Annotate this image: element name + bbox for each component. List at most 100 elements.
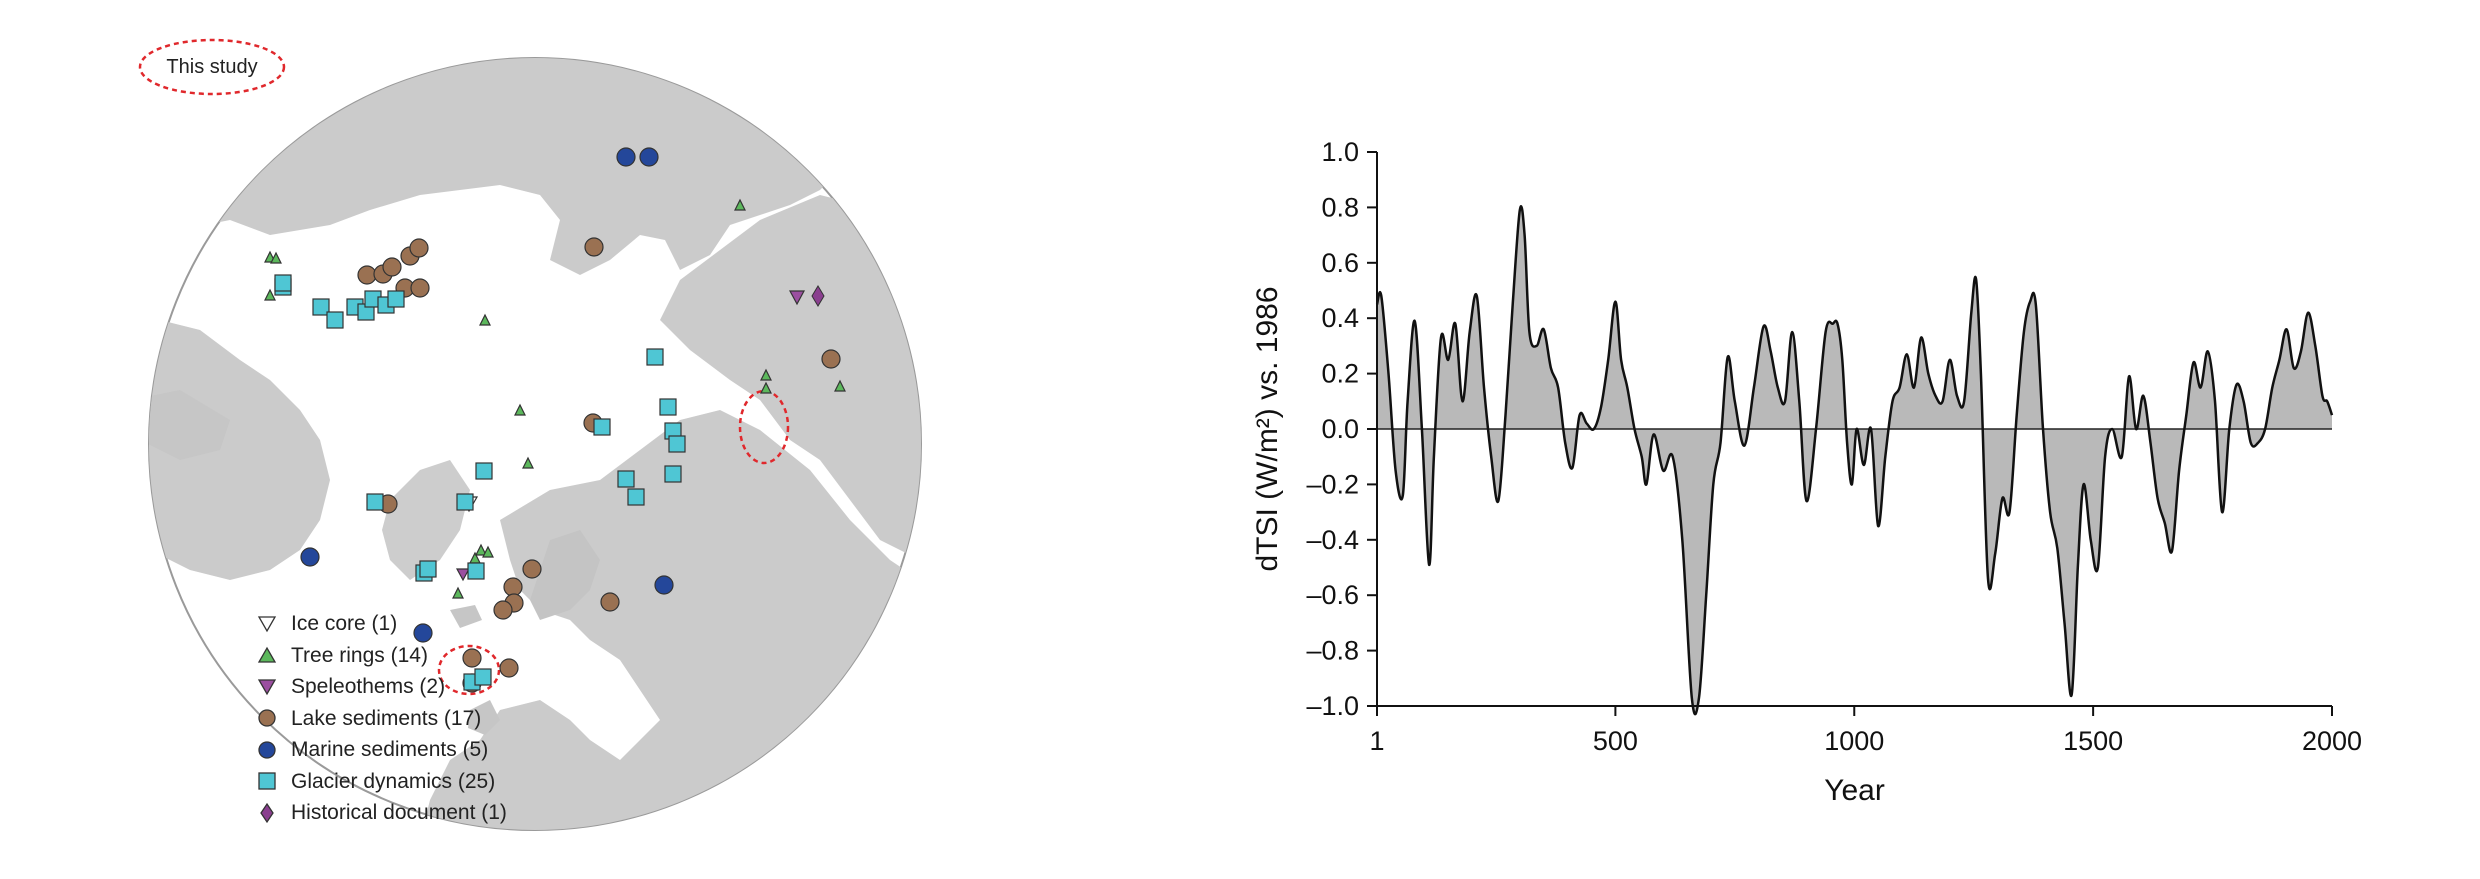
x-axis-label: Year (1824, 774, 1885, 807)
y-tick-label: 1.0 (1321, 137, 1359, 167)
tree-rings-icon (255, 644, 279, 666)
speleothems-icon (255, 676, 279, 698)
legend-item-historical-document: Historical document (1) (255, 797, 507, 829)
marker-historical-document (811, 285, 825, 307)
land-masses (149, 58, 921, 830)
dtsi-series-line (1375, 205, 2334, 716)
map-legend: Ice core (1) Tree rings (14) Speleothems (… (255, 608, 507, 829)
ice-core-icon (255, 613, 279, 635)
marine-sediments-icon (255, 739, 279, 761)
dtsi-area-fill (1377, 206, 2332, 715)
marker-glacier-dynamics (312, 298, 330, 316)
marker-glacier-dynamics (617, 470, 635, 488)
marker-tree-ring (760, 381, 772, 394)
marker-tree-ring (514, 403, 526, 416)
marker-tree-ring (734, 198, 746, 211)
marker-glacier-dynamics (627, 488, 645, 506)
land-iceland (450, 605, 482, 628)
marker-lake-sediment (499, 658, 519, 678)
marker-glacier-dynamics (646, 348, 664, 366)
land-scandinavia (530, 530, 600, 620)
marker-tree-ring (479, 313, 491, 326)
glacier-dynamics-icon (255, 770, 279, 792)
marker-glacier-dynamics (474, 668, 492, 686)
lake-sediments-icon (255, 707, 279, 729)
marker-glacier-dynamics (387, 290, 405, 308)
land-british-isles (468, 700, 500, 735)
tsi-chart: 1.00.80.60.40.20.0–0.2–0.4–0.6–0.8–1.01 5… (1251, 137, 2362, 807)
legend-item-tree-rings: Tree rings (14) (255, 640, 507, 672)
land-greenland (382, 460, 470, 580)
land-north-america (149, 320, 330, 580)
marker-tree-ring (522, 456, 534, 469)
x-tick-label: 500 (1593, 726, 1638, 756)
marker-marine-sediment (654, 575, 674, 595)
legend-item-speleothems: Speleothems (2) (255, 671, 507, 703)
land-alaska (149, 390, 230, 460)
marker-tree-ring (475, 543, 487, 556)
y-tick-label: –0.8 (1306, 636, 1359, 666)
marker-glacier-dynamics (475, 462, 493, 480)
marker-lake-sediment (493, 600, 513, 620)
marker-glacier-dynamics (456, 493, 474, 511)
marker-lake-sediment (410, 278, 430, 298)
marker-lake-sediment (600, 592, 620, 612)
marker-glacier-dynamics (668, 435, 686, 453)
marker-tree-ring (452, 586, 464, 599)
highlight-alps (437, 644, 501, 696)
historical-document-icon (255, 802, 279, 824)
y-tick-label: –0.6 (1306, 580, 1359, 610)
y-tick-label: –0.4 (1306, 525, 1359, 555)
legend-label: Marine sediments (5) (291, 738, 489, 761)
marker-lake-sediment (462, 648, 482, 668)
marker-glacier-dynamics (326, 311, 344, 329)
legend-item-marine-sediments: Marine sediments (5) (255, 734, 507, 766)
legend-label: Lake sediments (17) (291, 706, 482, 730)
marker-glacier-dynamics (467, 562, 485, 580)
tsi-chart-panel: 1.0 0.8 0.6 0.4 0.2 0.0 –0.2 –0.4 –0.6 –0.8 –1.0 1 5… (1230, 100, 2390, 820)
marker-glacier-dynamics (593, 418, 611, 436)
axes: 1.00.80.60.40.20.0–0.2–0.4–0.6–0.8–1.01 5… (1306, 137, 2362, 756)
y-tick-label: 0.4 (1321, 303, 1359, 333)
marker-lake-sediment (382, 257, 402, 277)
highlight-siberia (738, 389, 790, 465)
legend-label: Historical document (1) (291, 801, 507, 824)
marker-tree-ring (264, 288, 276, 301)
legend-item-ice-core: Ice core (1) (255, 608, 507, 640)
proxy-site-map: This study Ice core (1) Tree rings (14) Sp… (120, 20, 960, 840)
y-tick-label: 0.6 (1321, 248, 1359, 278)
x-tick-label: 1000 (1824, 726, 1884, 756)
site-markers (264, 147, 846, 693)
plot-area (1375, 205, 2334, 716)
marker-lake-sediment (357, 265, 377, 285)
marker-speleothem (455, 568, 471, 582)
marker-speleothem (788, 290, 806, 306)
marker-glacier-dynamics (366, 493, 384, 511)
this-study-ellipse (138, 38, 286, 96)
marker-tree-ring (482, 545, 494, 558)
legend-item-lake-sediments: Lake sediments (17) (255, 703, 507, 735)
marker-marine-sediment (300, 547, 320, 567)
x-tick-label: 1 (1369, 726, 1384, 756)
marker-lake-sediment (409, 238, 429, 258)
y-axis-label: dTSI (W/m²) vs. 1986 (1251, 286, 1284, 571)
y-tick-label: –0.2 (1306, 469, 1359, 499)
marker-lake-sediment (584, 237, 604, 257)
x-tick-label: 2000 (2302, 726, 2362, 756)
marker-lake-sediment (522, 559, 542, 579)
marker-lake-sediment (503, 577, 523, 597)
y-tick-label: –1.0 (1306, 691, 1359, 721)
land-siberia (660, 195, 921, 560)
y-tick-label: 0.0 (1321, 414, 1359, 444)
legend-label: Ice core (1) (291, 612, 398, 635)
marker-glacier-dynamics (419, 560, 437, 578)
legend-label: Tree rings (14) (291, 643, 428, 667)
marker-glacier-dynamics (659, 398, 677, 416)
y-tick-label: 0.2 (1321, 359, 1359, 389)
legend-label: Glacier dynamics (25) (291, 769, 496, 793)
marker-tree-ring (760, 368, 772, 381)
marker-marine-sediment (639, 147, 659, 167)
marker-lake-sediment (821, 349, 841, 369)
marker-marine-sediment (413, 623, 433, 643)
marker-glacier-dynamics (274, 274, 292, 292)
